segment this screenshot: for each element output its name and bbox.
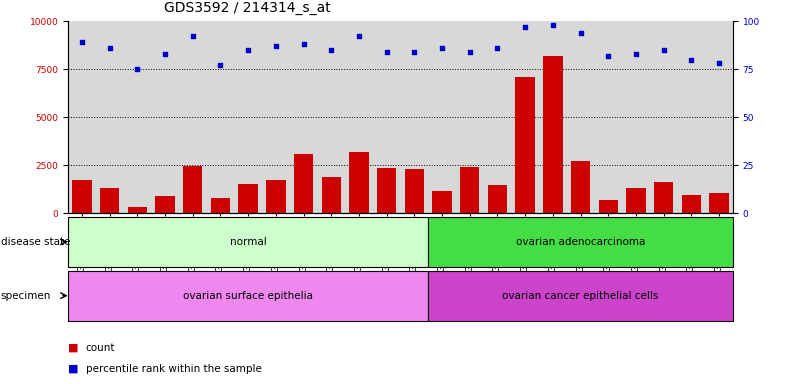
- Bar: [239, 184, 258, 213]
- Bar: [321, 177, 341, 213]
- Bar: [682, 195, 701, 213]
- Bar: [488, 185, 507, 213]
- Point: [325, 47, 338, 53]
- Point: [602, 53, 614, 59]
- Bar: [516, 77, 535, 213]
- Bar: [100, 188, 119, 213]
- Bar: [460, 167, 480, 213]
- Point: [658, 47, 670, 53]
- Bar: [543, 56, 562, 213]
- Text: ovarian adenocarcinoma: ovarian adenocarcinoma: [516, 237, 646, 247]
- Point: [131, 66, 143, 72]
- Bar: [127, 207, 147, 213]
- Text: count: count: [86, 343, 115, 353]
- Text: specimen: specimen: [1, 291, 51, 301]
- Bar: [211, 198, 230, 213]
- Point: [269, 43, 282, 49]
- Bar: [155, 196, 175, 213]
- Point: [187, 33, 199, 40]
- Bar: [68, 271, 429, 321]
- Text: ■: ■: [68, 364, 82, 374]
- Text: disease state: disease state: [1, 237, 70, 247]
- Bar: [72, 180, 91, 213]
- Point: [297, 41, 310, 47]
- Text: percentile rank within the sample: percentile rank within the sample: [86, 364, 262, 374]
- Point: [491, 45, 504, 51]
- Bar: [405, 169, 424, 213]
- Bar: [654, 182, 674, 213]
- Point: [352, 33, 365, 40]
- Text: ovarian cancer epithelial cells: ovarian cancer epithelial cells: [502, 291, 658, 301]
- Bar: [598, 200, 618, 213]
- Point: [546, 22, 559, 28]
- Point: [214, 62, 227, 68]
- Point: [519, 24, 532, 30]
- Point: [713, 60, 726, 66]
- Text: normal: normal: [230, 237, 267, 247]
- Point: [242, 47, 255, 53]
- Point: [630, 51, 642, 57]
- Bar: [183, 166, 203, 213]
- Point: [159, 51, 171, 57]
- Bar: [710, 193, 729, 213]
- Point: [685, 56, 698, 63]
- Bar: [377, 168, 396, 213]
- Bar: [68, 217, 429, 267]
- Bar: [433, 191, 452, 213]
- Point: [103, 45, 116, 51]
- Point: [463, 49, 476, 55]
- Point: [408, 49, 421, 55]
- Bar: [429, 271, 733, 321]
- Point: [574, 30, 587, 36]
- Point: [380, 49, 393, 55]
- Bar: [571, 161, 590, 213]
- Bar: [294, 154, 313, 213]
- Point: [436, 45, 449, 51]
- Bar: [349, 152, 368, 213]
- Text: ovarian surface epithelia: ovarian surface epithelia: [183, 291, 313, 301]
- Text: GDS3592 / 214314_s_at: GDS3592 / 214314_s_at: [164, 2, 331, 15]
- Bar: [626, 188, 646, 213]
- Point: [75, 39, 88, 45]
- Bar: [266, 180, 285, 213]
- Text: ■: ■: [68, 343, 82, 353]
- Bar: [429, 217, 733, 267]
